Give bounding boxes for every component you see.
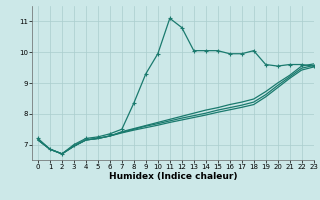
X-axis label: Humidex (Indice chaleur): Humidex (Indice chaleur) [108, 172, 237, 181]
